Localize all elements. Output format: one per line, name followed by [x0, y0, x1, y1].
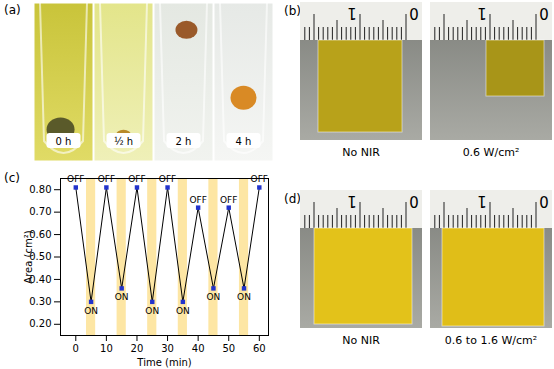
svg-text:OFF: OFF — [251, 174, 268, 184]
svg-text:½ h: ½ h — [114, 136, 133, 147]
svg-text:0: 0 — [409, 4, 419, 22]
svg-text:OFF: OFF — [98, 174, 115, 184]
svg-text:1: 1 — [347, 192, 357, 210]
svg-text:1: 1 — [477, 4, 487, 22]
svg-text:0: 0 — [73, 343, 79, 354]
svg-text:ON: ON — [237, 292, 251, 302]
svg-text:(d): (d) — [284, 192, 301, 206]
svg-text:0.30: 0.30 — [29, 296, 51, 307]
svg-text:OFF: OFF — [189, 195, 206, 205]
svg-text:60: 60 — [253, 343, 266, 354]
svg-text:No NIR: No NIR — [342, 146, 380, 159]
svg-text:(c): (c) — [4, 171, 20, 185]
svg-text:ON: ON — [207, 292, 221, 302]
svg-text:Area (cm²): Area (cm²) — [23, 230, 34, 283]
svg-text:0 h: 0 h — [56, 136, 72, 147]
svg-text:0.6 W/cm²: 0.6 W/cm² — [463, 146, 520, 159]
svg-text:OFF: OFF — [159, 174, 176, 184]
svg-text:0.20: 0.20 — [29, 318, 51, 329]
svg-text:0.50: 0.50 — [29, 251, 52, 263]
svg-text:40: 40 — [192, 343, 205, 354]
svg-text:1: 1 — [477, 192, 487, 210]
svg-text:0.80: 0.80 — [29, 184, 51, 195]
svg-text:0.60: 0.60 — [29, 228, 52, 240]
svg-text:ON: ON — [84, 306, 98, 316]
svg-text:ON: ON — [145, 306, 159, 316]
svg-text:No NIR: No NIR — [342, 334, 380, 347]
svg-text:0: 0 — [539, 4, 549, 22]
svg-text:OFF: OFF — [67, 174, 84, 184]
svg-text:ON: ON — [176, 306, 190, 316]
svg-text:0: 0 — [409, 192, 419, 210]
svg-text:ON: ON — [115, 292, 129, 302]
svg-text:0.70: 0.70 — [29, 206, 51, 217]
svg-text:2 h: 2 h — [176, 136, 192, 147]
svg-text:0: 0 — [539, 192, 549, 210]
svg-text:Time (min): Time (min) — [136, 357, 191, 368]
svg-text:(a): (a) — [4, 3, 21, 17]
svg-text:0.6 to 1.6 W/cm²: 0.6 to 1.6 W/cm² — [445, 334, 537, 347]
svg-text:30: 30 — [161, 343, 174, 354]
svg-text:10: 10 — [100, 343, 113, 354]
svg-text:OFF: OFF — [128, 174, 145, 184]
svg-text:(b): (b) — [284, 4, 301, 18]
svg-text:1: 1 — [347, 4, 357, 22]
svg-text:OFF: OFF — [220, 195, 237, 205]
svg-text:4 h: 4 h — [236, 136, 252, 147]
svg-text:20: 20 — [131, 343, 144, 354]
svg-text:0.40: 0.40 — [29, 273, 52, 285]
svg-text:50: 50 — [222, 343, 235, 354]
